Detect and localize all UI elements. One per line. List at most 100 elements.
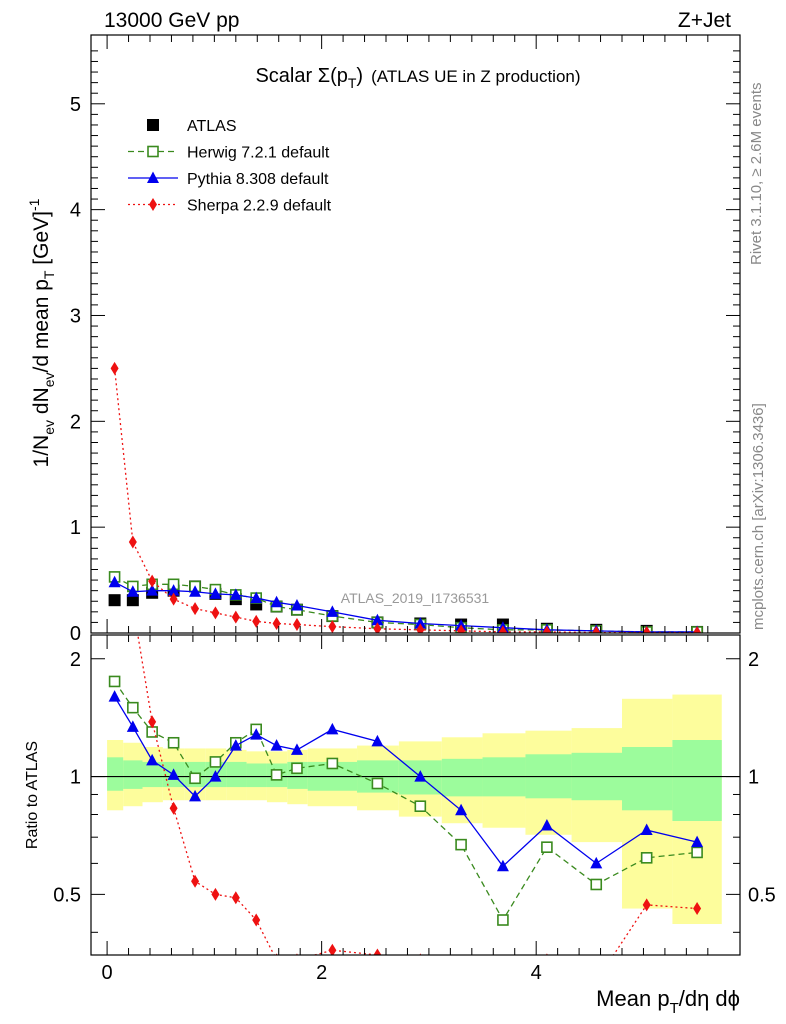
main-point-sherpa-7 [252, 614, 261, 628]
main-point-sherpa-1 [128, 535, 137, 549]
ratio-point-herwig-12 [414, 800, 427, 813]
main-point-pythia-11 [371, 613, 384, 626]
mcplots-label: mcplots.cern.ch [arXiv:1306.3436] [750, 403, 767, 630]
ratio-point-sherpa-18 [693, 902, 702, 916]
ratio-point-pythia-8 [270, 739, 283, 751]
main-point-sherpa-15 [542, 625, 551, 633]
chart-title-sub: T [348, 75, 357, 91]
x-tick-label: 4 [531, 962, 542, 984]
ratio-point-herwig-17 [640, 852, 653, 864]
ratio-point-herwig-18 [691, 846, 703, 859]
main-point-sherpa-11 [373, 622, 382, 633]
ratio-point-herwig-0 [108, 675, 121, 688]
main-point-pythia-2 [146, 584, 159, 596]
main-frame [90, 34, 741, 634]
main-point-pythia-6 [229, 588, 242, 600]
ratio-point-pythia-18 [691, 835, 704, 848]
ratio-point-pythia-14 [496, 859, 509, 872]
ratio-frame [90, 634, 741, 956]
ratio-point-pythia-0 [108, 690, 121, 702]
ratio-point-pythia-15 [540, 818, 553, 831]
band-inner-18 [672, 740, 722, 821]
band-inner-0 [107, 757, 124, 791]
main-point-sherpa-18 [693, 626, 702, 633]
ratio-point-herwig-13 [455, 838, 467, 851]
main-point-sherpa-17 [642, 625, 651, 633]
band-inner-13 [441, 758, 483, 797]
band-inner-1 [123, 760, 143, 789]
ratio-point-herwig-8 [270, 769, 283, 781]
ratio-point-pythia-17 [640, 823, 653, 836]
ratio-point-pythia-6 [229, 739, 242, 751]
analysis-watermark: ATLAS_2019_I1736531 [341, 590, 490, 606]
main-point-atlas-0 [108, 594, 121, 607]
ratio-point-pythia-4 [189, 789, 202, 802]
ratio-point-pythia-3 [167, 768, 180, 780]
ratio-point-pythia-10 [326, 722, 339, 735]
energy-label: 13000 GeV pp [104, 9, 239, 32]
main-point-sherpa-16 [592, 625, 601, 633]
main-point-atlas-1 [126, 594, 139, 607]
band-inner-2 [142, 761, 163, 788]
legend-marker-pythia [147, 171, 159, 183]
main-point-sherpa-0 [110, 361, 119, 375]
ratio-ytick-label-right: 1 [748, 767, 759, 789]
main-point-sherpa-5 [211, 606, 220, 620]
ratio-point-pythia-11 [371, 734, 384, 747]
ratio-point-sherpa-17 [642, 898, 651, 912]
ratio-point-herwig-16 [590, 878, 603, 891]
ratio-point-sherpa-11 [373, 948, 382, 955]
main-point-pythia-4 [189, 585, 202, 597]
ratio-point-sherpa-2 [148, 715, 157, 729]
main-point-sherpa-14 [498, 625, 507, 633]
main-point-pythia-10 [326, 605, 339, 617]
ratio-point-pythia-5 [209, 770, 222, 782]
main-ytick-label: 3 [70, 305, 81, 327]
legend-label-herwig: Herwig 7.2.1 default [187, 145, 330, 162]
ratio-point-pythia-16 [590, 856, 603, 869]
main-y-axis-label: 1/Nev dNev/d mean pT [GeV]-1 [26, 198, 57, 467]
ratio-point-sherpa-7 [252, 913, 261, 927]
main-point-sherpa-10 [328, 620, 337, 633]
ratio-point-herwig-14 [497, 914, 509, 926]
main-ytick-label: 4 [70, 200, 81, 222]
ratio-ytick-label-left: 2 [70, 649, 81, 671]
rivet-version-label: Rivet 3.1.10, ≥ 2.6M events [748, 83, 765, 266]
band-inner-17 [622, 747, 673, 811]
legend-label-atlas: ATLAS [187, 118, 237, 135]
ratio-ytick-label-left: 1 [70, 767, 81, 789]
legend-label-sherpa: Sherpa 2.2.9 default [187, 198, 332, 215]
ratio-series-layer [108, 417, 704, 977]
main-series-layer [108, 361, 704, 633]
main-ytick-label: 2 [70, 411, 81, 433]
ratio-point-sherpa-0 [111, 417, 119, 430]
legend-marker-sherpa [149, 198, 157, 211]
ratio-point-herwig-4 [189, 772, 201, 785]
process-label: Z+Jet [678, 9, 731, 32]
ratio-point-pythia-13 [455, 803, 468, 816]
ratio-point-sherpa-3 [169, 801, 178, 815]
ratio-point-sherpa-6 [231, 891, 240, 905]
main-point-sherpa-8 [272, 616, 281, 630]
ratio-point-sherpa-10 [328, 943, 337, 955]
main-ytick-label: 1 [70, 517, 81, 539]
ratio-point-herwig-15 [541, 841, 553, 853]
main-point-pythia-3 [167, 584, 180, 596]
main-ytick-label: 0 [70, 623, 81, 645]
main-point-pythia-0 [108, 575, 121, 588]
ratio-point-pythia-1 [126, 720, 139, 732]
legend: ATLAS Herwig 7.2.1 default Pythia 8.308 de… [128, 118, 332, 215]
legend-label-pythia: Pythia 8.308 default [187, 171, 329, 188]
main-axis-ticks: 0 1 2 3 4 5 [70, 35, 740, 645]
main-point-sherpa-4 [191, 602, 200, 616]
main-point-sherpa-9 [292, 618, 301, 632]
band-inner-7 [246, 763, 267, 788]
main-point-pythia-12 [414, 616, 427, 629]
ratio-ytick-label-right: 2 [748, 649, 759, 671]
x-tick-label: 0 [102, 962, 113, 984]
ratio-point-herwig-11 [371, 777, 384, 790]
ratio-point-herwig-10 [326, 757, 339, 770]
ratio-point-sherpa-13 [457, 964, 465, 977]
ratio-line-sherpa [137, 635, 698, 955]
